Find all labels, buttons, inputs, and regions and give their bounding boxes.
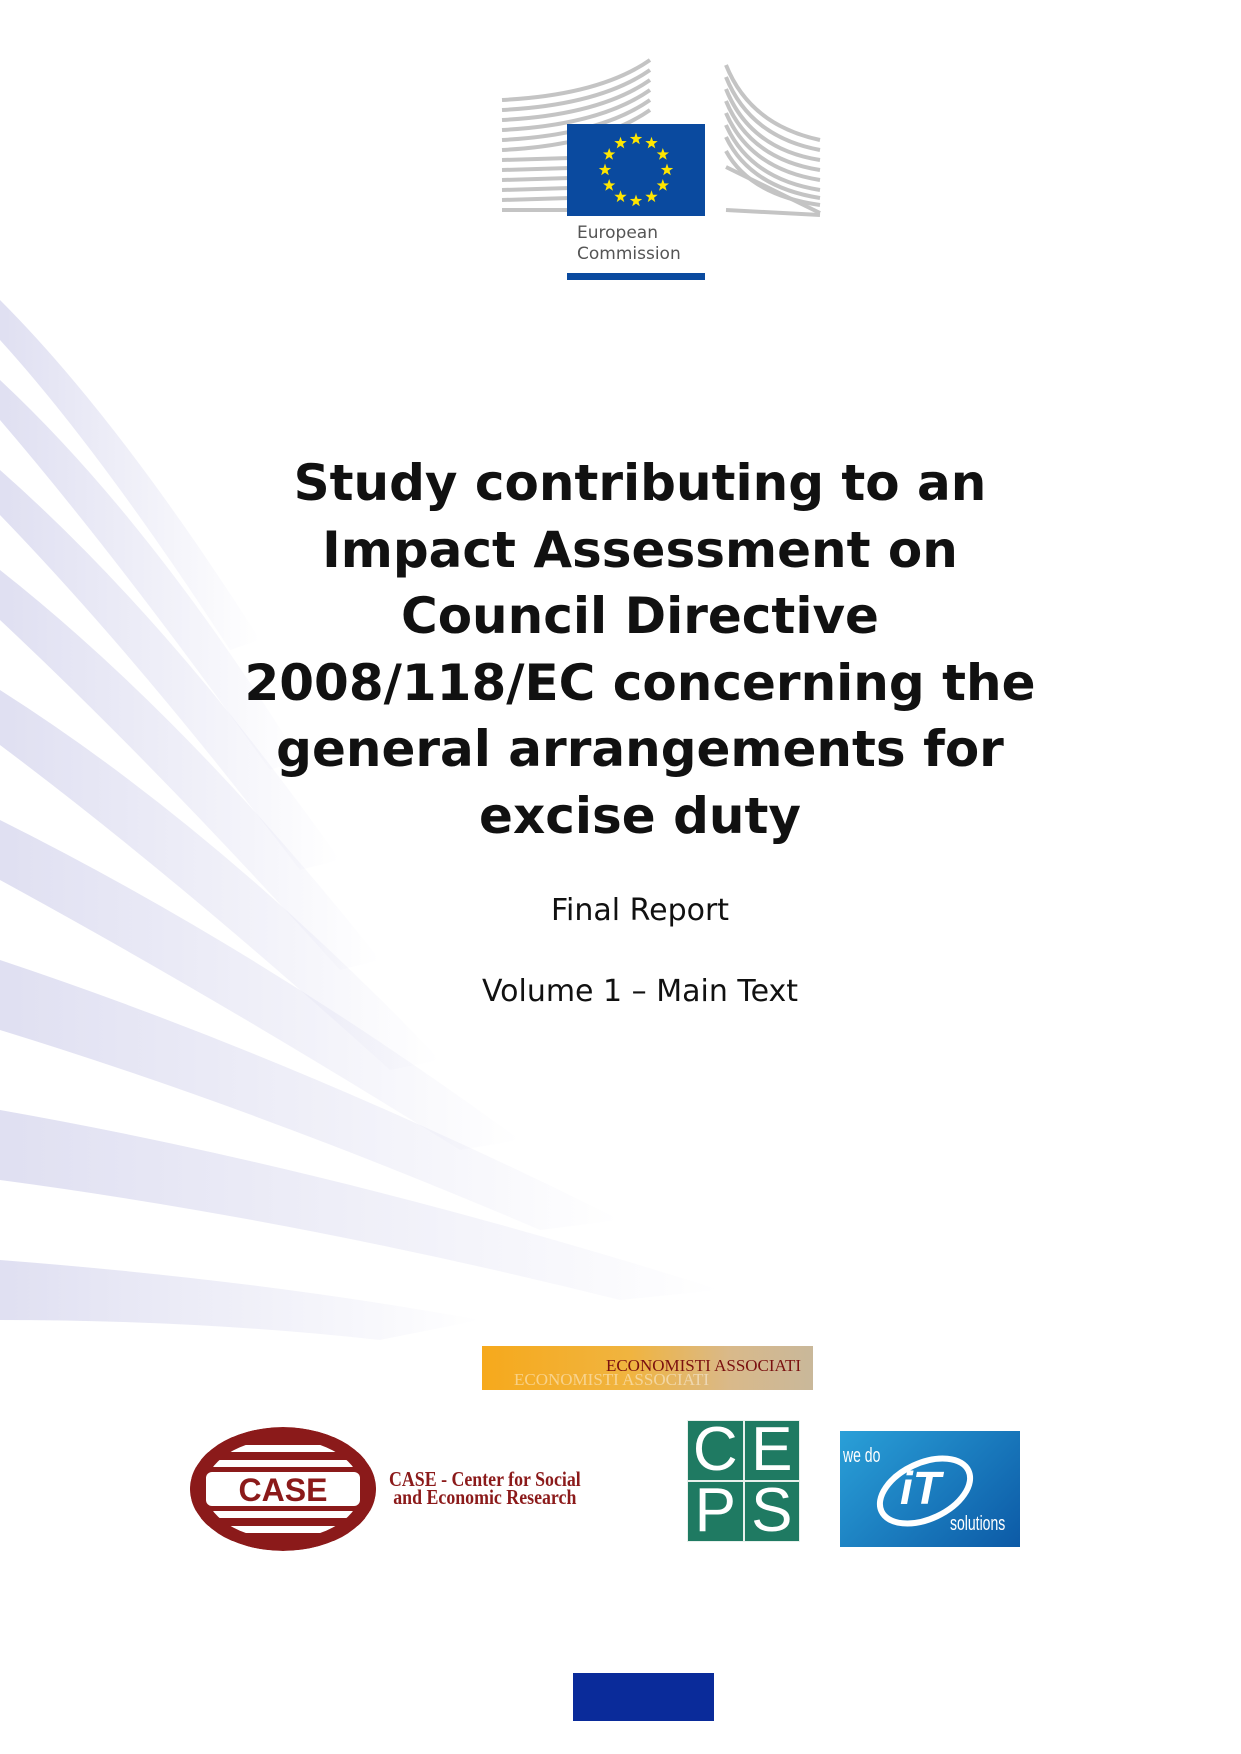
ceps-letter: E <box>743 1419 800 1481</box>
ceps-logo: C E P S <box>687 1419 800 1542</box>
star-icon <box>598 163 612 176</box>
title-line: Study contributing to an <box>293 454 987 512</box>
volume-label: Volume 1 – Main Text <box>481 974 799 1009</box>
case-name: CASE - Center for Social and Economic Re… <box>389 1467 581 1509</box>
star-icon <box>645 190 658 203</box>
title-line: Impact Assessment on <box>322 520 958 579</box>
title-line: 2008/118/EC concerning the <box>244 653 1036 712</box>
title-line: Council Directive <box>401 587 879 645</box>
case-line-1: CASE - Center for Social <box>389 1467 581 1491</box>
logo-text-commission: Commission <box>577 244 681 264</box>
star-icon <box>656 148 669 160</box>
title-line: general arrangements for <box>276 720 1004 778</box>
eu-flag-icon <box>567 124 705 216</box>
case-line-2: and Economic Research <box>393 1485 577 1509</box>
we-do-it-solutions-logo: we do iT solutions <box>840 1431 1020 1547</box>
star-icon <box>629 194 643 207</box>
star-icon <box>645 136 658 149</box>
star-icon <box>629 132 643 145</box>
footer-blue-bar <box>573 1673 714 1721</box>
it-solutions-text: solutions <box>950 1513 1006 1535</box>
star-icon <box>614 136 627 149</box>
star-icon <box>614 190 627 203</box>
star-icon <box>603 179 616 191</box>
document-title: Study contributing to an Impact Assessme… <box>140 450 1140 849</box>
logo-underline <box>567 273 705 280</box>
it-we-do-text: we do <box>843 1445 881 1467</box>
ceps-letter: C <box>687 1419 744 1481</box>
it-mark-text: iT <box>900 1462 941 1514</box>
ceps-letter: S <box>743 1480 800 1542</box>
case-logo-text: CASE <box>239 1472 328 1508</box>
logo-text-european: European <box>577 223 658 243</box>
economisti-text: ECONOMISTI ASSOCIATI <box>605 1356 801 1375</box>
subtitle: Final Report <box>550 893 730 928</box>
title-line: excise duty <box>479 786 801 845</box>
case-logo-icon: CASE <box>190 1427 376 1551</box>
ceps-letter: P <box>687 1480 744 1542</box>
star-icon <box>656 179 669 191</box>
star-icon <box>603 148 616 160</box>
star-icon <box>660 163 674 176</box>
it-swoosh-icon <box>876 1455 974 1527</box>
economisti-watermark: ECONOMISTI ASSOCIATI <box>514 1370 710 1389</box>
economisti-associati-logo: ECONOMISTI ASSOCIATI ECONOMISTI ASSOCIAT… <box>482 1346 813 1390</box>
